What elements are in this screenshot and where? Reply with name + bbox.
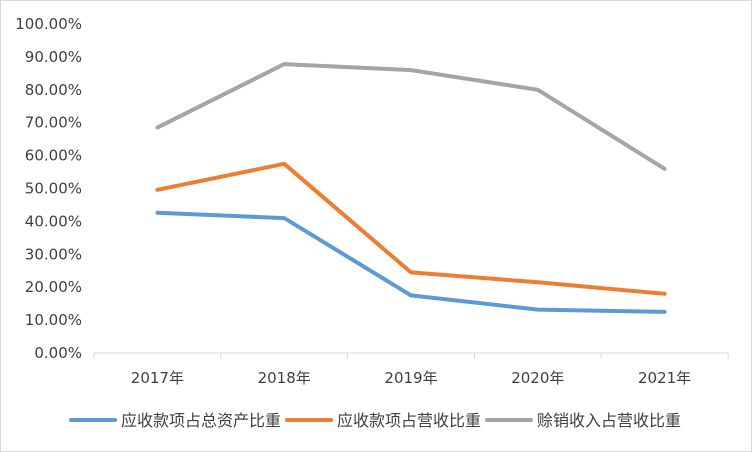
y-tick-label: 100.00% bbox=[15, 15, 82, 33]
y-tick-label: 20.00% bbox=[25, 278, 82, 296]
data-point bbox=[537, 281, 539, 283]
data-point bbox=[664, 168, 666, 170]
data-point bbox=[283, 63, 285, 65]
x-tick-label: 2017年 bbox=[131, 369, 184, 387]
x-axis: 2017年 2018年 2019年 2020年 2021年 bbox=[93, 352, 729, 387]
legend-label: 应收款项占营收比重 bbox=[337, 411, 481, 430]
data-point bbox=[156, 212, 158, 214]
y-tick-label: 90.00% bbox=[25, 48, 82, 66]
x-tick-label: 2018年 bbox=[258, 369, 311, 387]
x-tick-label: 2021年 bbox=[638, 369, 691, 387]
series-line-2 bbox=[155, 161, 667, 296]
series-line-1 bbox=[155, 210, 667, 314]
data-point bbox=[156, 189, 158, 191]
data-point bbox=[410, 294, 412, 296]
y-tick-label: 0.00% bbox=[34, 344, 82, 362]
legend: 应收款项占总资产比重 应收款项占营收比重 赊销收入占营收比重 bbox=[69, 411, 681, 430]
series-line-3 bbox=[155, 62, 667, 171]
x-tick-label: 2020年 bbox=[511, 369, 564, 387]
series-lines bbox=[155, 62, 667, 314]
y-tick-label: 10.00% bbox=[25, 311, 82, 329]
legend-label: 应收款项占总资产比重 bbox=[121, 411, 281, 430]
y-tick-label: 70.00% bbox=[25, 114, 82, 132]
data-point bbox=[410, 69, 412, 71]
data-point bbox=[283, 217, 285, 219]
legend-label: 赊销收入占营收比重 bbox=[537, 411, 681, 430]
data-point bbox=[537, 89, 539, 91]
y-tick-label: 50.00% bbox=[25, 180, 82, 198]
legend-item: 应收款项占总资产比重 bbox=[69, 411, 281, 430]
data-point bbox=[537, 309, 539, 311]
y-tick-label: 60.00% bbox=[25, 147, 82, 165]
y-axis: 0.00% 10.00% 20.00% 30.00% 40.00% 50.00% 60.00… bbox=[15, 15, 82, 362]
y-tick-label: 30.00% bbox=[25, 245, 82, 263]
data-point bbox=[410, 271, 412, 273]
legend-item: 应收款项占营收比重 bbox=[285, 411, 481, 430]
data-point bbox=[664, 293, 666, 295]
data-point bbox=[156, 127, 158, 129]
data-point bbox=[664, 311, 666, 313]
y-tick-label: 40.00% bbox=[25, 212, 82, 230]
x-tick-label: 2019年 bbox=[384, 369, 437, 387]
y-tick-label: 80.00% bbox=[25, 81, 82, 99]
data-point bbox=[283, 163, 285, 165]
legend-item: 赊销收入占营收比重 bbox=[485, 411, 681, 430]
